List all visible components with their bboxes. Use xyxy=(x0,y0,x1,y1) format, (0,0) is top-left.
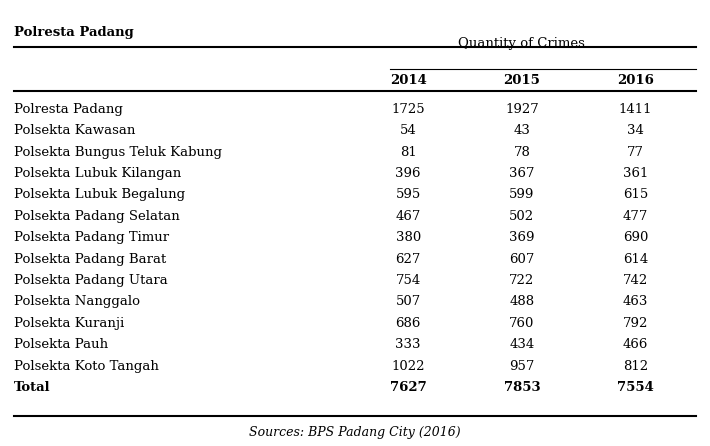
Text: 333: 333 xyxy=(395,338,421,351)
Text: 77: 77 xyxy=(627,145,644,159)
Text: 361: 361 xyxy=(623,167,648,180)
Text: 1022: 1022 xyxy=(391,359,425,373)
Text: 7853: 7853 xyxy=(503,381,540,394)
Text: 760: 760 xyxy=(509,317,535,330)
Text: Polresta Padang: Polresta Padang xyxy=(14,26,134,39)
Text: 380: 380 xyxy=(395,231,421,244)
Text: Polsekta Lubuk Kilangan: Polsekta Lubuk Kilangan xyxy=(14,167,182,180)
Text: 2016: 2016 xyxy=(617,74,654,87)
Text: Polsekta Pauh: Polsekta Pauh xyxy=(14,338,109,351)
Text: 754: 754 xyxy=(395,274,421,287)
Text: 722: 722 xyxy=(509,274,535,287)
Text: 2014: 2014 xyxy=(390,74,427,87)
Text: 477: 477 xyxy=(623,210,648,223)
Text: 690: 690 xyxy=(623,231,648,244)
Text: Polsekta Padang Utara: Polsekta Padang Utara xyxy=(14,274,168,287)
Text: Polsekta Kuranji: Polsekta Kuranji xyxy=(14,317,124,330)
Text: 7627: 7627 xyxy=(390,381,427,394)
Text: 502: 502 xyxy=(509,210,535,223)
Text: 434: 434 xyxy=(509,338,535,351)
Text: 507: 507 xyxy=(395,295,421,309)
Text: 742: 742 xyxy=(623,274,648,287)
Text: 595: 595 xyxy=(395,188,421,202)
Text: Total: Total xyxy=(14,381,51,394)
Text: Polsekta Koto Tangah: Polsekta Koto Tangah xyxy=(14,359,159,373)
Text: 599: 599 xyxy=(509,188,535,202)
Text: Sources: BPS Padang City (2016): Sources: BPS Padang City (2016) xyxy=(249,426,461,439)
Text: Polsekta Nanggalo: Polsekta Nanggalo xyxy=(14,295,140,309)
Text: Polsekta Bungus Teluk Kabung: Polsekta Bungus Teluk Kabung xyxy=(14,145,222,159)
Text: 466: 466 xyxy=(623,338,648,351)
Text: 607: 607 xyxy=(509,252,535,266)
Text: 367: 367 xyxy=(509,167,535,180)
Text: 43: 43 xyxy=(513,124,530,137)
Text: 78: 78 xyxy=(513,145,530,159)
Text: 792: 792 xyxy=(623,317,648,330)
Text: 957: 957 xyxy=(509,359,535,373)
Text: Polsekta Padang Timur: Polsekta Padang Timur xyxy=(14,231,169,244)
Text: Polsekta Padang Selatan: Polsekta Padang Selatan xyxy=(14,210,180,223)
Text: Polsekta Padang Barat: Polsekta Padang Barat xyxy=(14,252,166,266)
Text: 1411: 1411 xyxy=(618,103,652,116)
Text: 34: 34 xyxy=(627,124,644,137)
Text: 812: 812 xyxy=(623,359,648,373)
Text: 1725: 1725 xyxy=(391,103,425,116)
Text: 81: 81 xyxy=(400,145,417,159)
Text: 369: 369 xyxy=(509,231,535,244)
Text: 396: 396 xyxy=(395,167,421,180)
Text: 467: 467 xyxy=(395,210,421,223)
Text: 7554: 7554 xyxy=(617,381,654,394)
Text: 614: 614 xyxy=(623,252,648,266)
Text: Quantity of Crimes: Quantity of Crimes xyxy=(459,37,585,50)
Text: 1927: 1927 xyxy=(505,103,539,116)
Text: 2015: 2015 xyxy=(503,74,540,87)
Text: Polsekta Kawasan: Polsekta Kawasan xyxy=(14,124,136,137)
Text: Polresta Padang: Polresta Padang xyxy=(14,103,123,116)
Text: 488: 488 xyxy=(509,295,535,309)
Text: 627: 627 xyxy=(395,252,421,266)
Text: Polsekta Lubuk Begalung: Polsekta Lubuk Begalung xyxy=(14,188,185,202)
Text: 54: 54 xyxy=(400,124,417,137)
Text: 686: 686 xyxy=(395,317,421,330)
Text: 463: 463 xyxy=(623,295,648,309)
Text: 615: 615 xyxy=(623,188,648,202)
